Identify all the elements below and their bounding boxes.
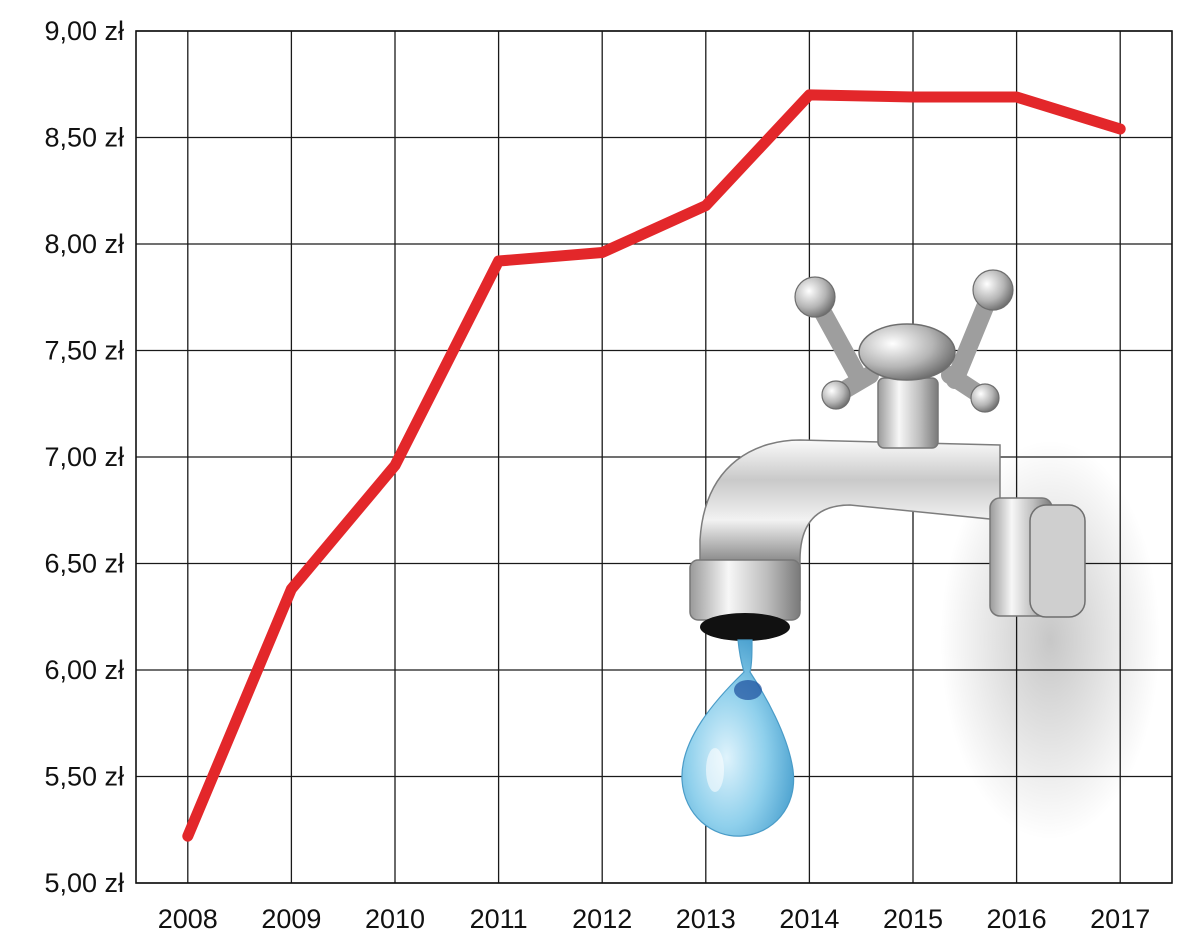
x-axis-tick-labels: 2008 2009 2010 2011 2012 2013 2014 2015 2016 2017 (158, 904, 1150, 934)
y-tick-label: 9,00 zł (44, 16, 124, 46)
series-layer (182, 89, 1126, 842)
x-tick-label: 2009 (261, 904, 321, 934)
y-tick-label: 6,00 zł (44, 655, 124, 685)
water-tap-icon (681, 269, 1160, 840)
x-tick-label: 2008 (158, 904, 218, 934)
x-tick-label: 2011 (470, 904, 528, 934)
series-line (182, 89, 1126, 842)
x-tick-label: 2012 (572, 904, 632, 934)
x-tick-label: 2014 (779, 904, 839, 934)
y-tick-label: 7,50 zł (44, 336, 124, 366)
plot-frame (135, 30, 1173, 884)
x-tick-label: 2015 (883, 904, 943, 934)
y-tick-label: 5,50 zł (44, 762, 124, 792)
y-tick-label: 8,50 zł (44, 123, 124, 153)
x-tick-label: 2010 (365, 904, 425, 934)
x-tick-label: 2013 (676, 904, 736, 934)
y-tick-label: 6,50 zł (44, 549, 124, 579)
y-tick-label: 5,00 zł (44, 868, 124, 898)
x-tick-label: 2017 (1090, 904, 1150, 934)
y-tick-label: 8,00 zł (44, 229, 124, 259)
y-axis-tick-labels: 5,00 zł 5,50 zł 6,00 zł 6,50 zł 7,00 zł 7,50 … (44, 16, 124, 898)
y-tick-label: 7,00 zł (44, 442, 124, 472)
x-tick-label: 2016 (987, 904, 1047, 934)
